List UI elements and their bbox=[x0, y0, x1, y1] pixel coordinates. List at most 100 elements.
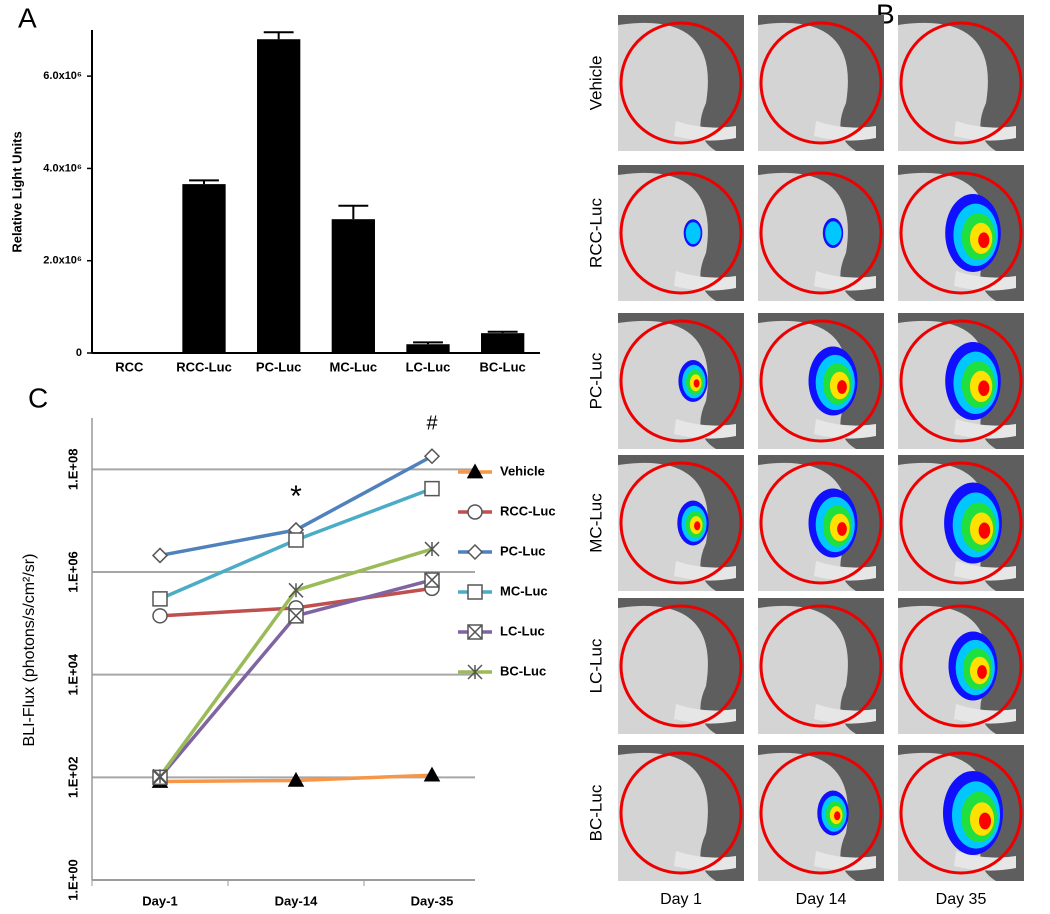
roi-circle bbox=[759, 171, 883, 295]
y-tick-label: 0 bbox=[76, 347, 82, 359]
row-label: RCC-Luc bbox=[586, 198, 605, 268]
bar bbox=[331, 219, 375, 353]
legend-label: PC-Luc bbox=[500, 543, 546, 558]
mouse-body bbox=[758, 172, 856, 301]
signal-blob bbox=[694, 521, 701, 531]
roi-circle bbox=[619, 751, 743, 875]
mouse-body bbox=[758, 752, 856, 881]
bar bbox=[257, 39, 301, 353]
mouse-leg bbox=[674, 704, 736, 724]
error-bar bbox=[263, 31, 294, 40]
roi-circle bbox=[759, 604, 883, 728]
marker bbox=[424, 480, 440, 497]
mouse-body bbox=[618, 462, 716, 591]
roi-circle bbox=[759, 751, 883, 875]
signal-blob bbox=[837, 380, 847, 394]
x-tick-label: MC-Luc bbox=[329, 359, 377, 374]
mouse-leg bbox=[674, 271, 736, 291]
marker bbox=[152, 608, 168, 624]
row-label: LC-Luc bbox=[586, 638, 605, 693]
signal-blob bbox=[825, 221, 842, 246]
roi-circle bbox=[759, 21, 883, 145]
error-bar bbox=[338, 204, 369, 220]
roi-circle bbox=[619, 604, 743, 728]
mouse-leg bbox=[954, 121, 1016, 141]
bar bbox=[406, 344, 450, 353]
marker bbox=[423, 448, 441, 465]
marker bbox=[287, 771, 305, 787]
legend-marker bbox=[467, 504, 483, 520]
mouse-body bbox=[618, 320, 716, 449]
y-tick-label: 1.E+00 bbox=[65, 859, 80, 901]
roi-circle bbox=[619, 461, 743, 585]
mouse-leg bbox=[674, 561, 736, 581]
mouse-leg bbox=[674, 419, 736, 439]
signal-blob bbox=[837, 522, 847, 536]
error-bar bbox=[413, 341, 443, 345]
roi-circle bbox=[759, 461, 883, 585]
y-tick-label: 1.E+08 bbox=[65, 449, 80, 491]
mouse-leg bbox=[954, 851, 1016, 871]
marker bbox=[424, 572, 440, 588]
y-tick-label: 1.E+04 bbox=[65, 653, 80, 695]
x-tick-label: LC-Luc bbox=[406, 359, 451, 374]
x-tick-label: Day-1 bbox=[142, 893, 177, 908]
mouse-body bbox=[898, 22, 996, 151]
series-line bbox=[158, 547, 433, 778]
roi-circle bbox=[899, 604, 1023, 728]
marker bbox=[288, 582, 304, 598]
error-bar bbox=[189, 179, 219, 185]
y-tick-label: 1.E+02 bbox=[65, 757, 80, 799]
column-label: Day 1 bbox=[660, 891, 702, 908]
mouse-body bbox=[758, 605, 856, 734]
legend-label: Vehicle bbox=[500, 463, 545, 478]
legend-marker bbox=[466, 463, 484, 479]
mouse-leg bbox=[814, 851, 876, 871]
x-tick-label: Day-35 bbox=[411, 893, 454, 908]
x-tick-label: Day-14 bbox=[275, 893, 318, 908]
column-label: Day 35 bbox=[936, 891, 987, 908]
mouse-leg bbox=[814, 419, 876, 439]
roi-circle bbox=[619, 171, 743, 295]
x-tick-label: RCC bbox=[115, 359, 144, 374]
signal-blob bbox=[977, 665, 987, 679]
marker bbox=[423, 766, 441, 782]
mouse-leg bbox=[674, 851, 736, 871]
legend-label: RCC-Luc bbox=[500, 503, 556, 518]
legend-marker bbox=[467, 624, 483, 640]
mouse-body bbox=[618, 752, 716, 881]
marker bbox=[288, 608, 304, 624]
mouse-leg bbox=[674, 121, 736, 141]
marker bbox=[152, 768, 168, 784]
roi-circle bbox=[899, 319, 1023, 443]
signal-blob bbox=[978, 380, 990, 397]
x-tick-label: RCC-Luc bbox=[176, 359, 232, 374]
roi-circle bbox=[899, 751, 1023, 875]
y-tick-label: 4.0x10⁶ bbox=[43, 162, 82, 174]
mouse-leg bbox=[954, 561, 1016, 581]
x-tick-label: PC-Luc bbox=[256, 359, 302, 374]
annotation: * bbox=[290, 480, 302, 513]
roi-circle bbox=[899, 461, 1023, 585]
signal-blob bbox=[685, 222, 701, 245]
legend-marker bbox=[467, 664, 483, 680]
y-axis-label: BLI-Flux (photons/s/cm²/sr) bbox=[21, 554, 38, 747]
x-tick-label: BC-Luc bbox=[480, 359, 526, 374]
marker bbox=[152, 591, 168, 607]
signal-blob bbox=[834, 811, 841, 821]
marker bbox=[288, 532, 304, 548]
legend-label: LC-Luc bbox=[500, 623, 545, 638]
roi-circle bbox=[899, 171, 1023, 295]
roi-circle bbox=[619, 21, 743, 145]
signal-blob bbox=[978, 522, 991, 539]
panel-label: A bbox=[18, 2, 37, 33]
error-bar bbox=[487, 330, 518, 334]
roi-circle bbox=[619, 319, 743, 443]
mouse-leg bbox=[954, 271, 1016, 291]
y-tick-label: 1.E+06 bbox=[65, 551, 80, 593]
marker bbox=[424, 541, 440, 557]
column-label: Day 14 bbox=[796, 891, 847, 908]
y-tick-label: 2.0x10⁶ bbox=[43, 255, 82, 267]
mouse-leg bbox=[814, 121, 876, 141]
row-label: MC-Luc bbox=[586, 493, 605, 553]
